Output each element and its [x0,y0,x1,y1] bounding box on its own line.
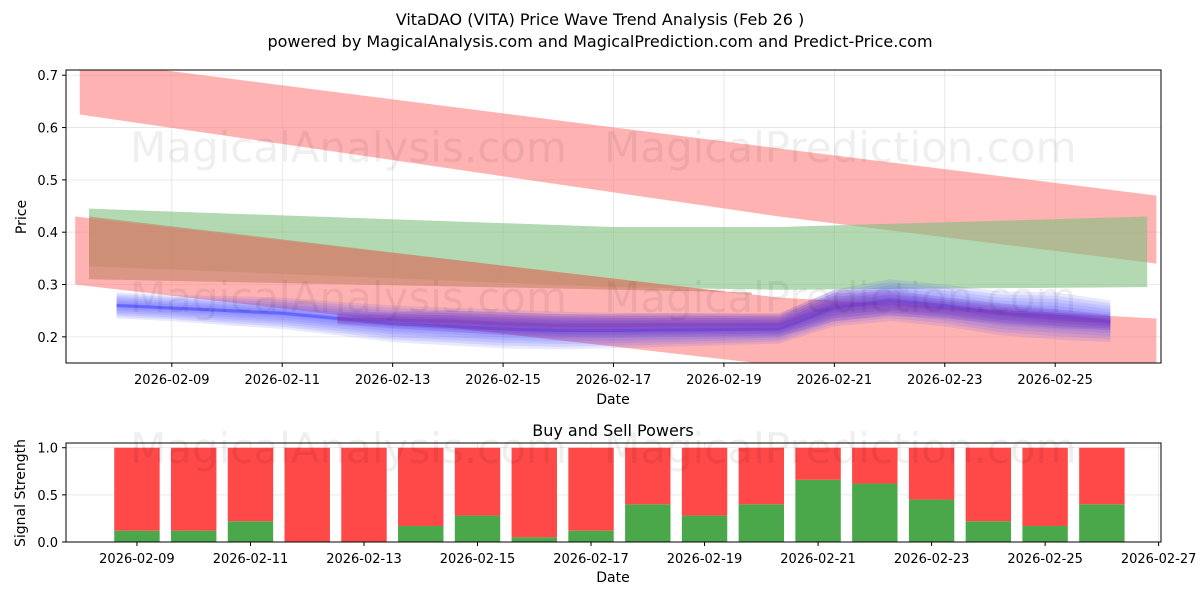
upper-red-band [79,70,1157,264]
signal-x-tick-label: 2026-02-25 [1007,552,1083,567]
watermark-prediction-mid: MagicalPrediction.com [604,273,1077,322]
sell-bar [852,447,898,484]
price-x-tick-label: 2026-02-09 [134,373,210,388]
sell-bar [398,447,444,526]
watermark-analysis-mid: MagicalAnalysis.com [130,273,567,322]
chart-title-line1: VitaDAO (VITA) Price Wave Trend Analysis… [396,10,805,29]
signal-x-tick-label: 2026-02-27 [1121,552,1197,567]
buy-bar [681,515,728,542]
price-x-tick-label: 2026-02-21 [797,373,873,388]
buy-bar [568,530,614,542]
sell-bar [568,447,614,531]
signal-x-tick-label: 2026-02-15 [440,552,516,567]
sell-bar [1079,447,1125,505]
sell-bar [341,447,387,542]
buy-bar [511,537,557,542]
sell-bar [227,447,274,522]
sell-bar [454,447,501,516]
blue-wave-center-layer [116,285,1111,345]
sell-bar [114,447,160,531]
sell-bar [625,447,671,505]
buy-bar [908,499,955,542]
price-x-tick-label: 2026-02-23 [907,373,983,388]
buy-bar [852,483,898,542]
watermark-analysis-top: MagicalAnalysis.com [130,123,567,172]
blue-wave-center-layer [116,297,1111,334]
price-y-tick-label: 0.6 [37,122,58,137]
signal-x-tick-label: 2026-02-13 [326,552,402,567]
blue-wave-center-layer [116,288,1111,342]
buy-bar [965,521,1012,542]
brown-overlap-band [89,216,752,295]
buy-bar [454,515,501,542]
price-x-tick-label: 2026-02-11 [244,373,320,388]
price-y-tick-label: 0.5 [37,174,58,189]
blue-wave-center-layer [116,282,1111,347]
signal-x-tick-label: 2026-02-09 [99,552,175,567]
price-y-axis-label: Price [14,200,30,234]
watermark-analysis-bottom: MagicalAnalysis.com [130,424,567,473]
watermark-prediction-top: MagicalPrediction.com [604,123,1077,172]
signal-x-axis-label: Date [596,570,629,586]
blue-wave-center-layer [116,279,1111,350]
signal-plot-frame [65,442,1162,543]
signal-y-axis-label: Signal Strength [13,439,29,547]
signal-x-tick-label: 2026-02-21 [780,552,856,567]
price-x-tick-label: 2026-02-15 [465,373,541,388]
sell-bar [908,447,955,500]
sell-bar [965,447,1012,522]
signal-x-tick-label: 2026-02-17 [553,552,629,567]
price-x-tick-label: 2026-02-13 [355,373,431,388]
buy-bar [227,521,274,542]
buy-bar [398,525,444,542]
sell-bar [284,447,330,542]
sell-bar [681,447,728,516]
signal-x-tick-label: 2026-02-23 [894,552,970,567]
watermark-prediction-bottom: MagicalPrediction.com [604,424,1077,473]
signal-panel: Buy and Sell Powers MagicalAnalysis.com … [13,421,1196,586]
sell-bar [511,447,557,538]
sell-bar [738,447,785,505]
signal-y-tick-label: 0.5 [37,489,58,504]
purple-wave-center-line [337,301,1111,327]
buy-bar [1079,504,1125,542]
price-x-tick-label: 2026-02-25 [1017,373,1093,388]
price-y-tick-label: 0.4 [37,226,58,241]
blue-wave-center-line [116,298,1111,333]
chart-title-line2: powered by MagicalAnalysis.com and Magic… [267,32,932,51]
signal-panel-title: Buy and Sell Powers [532,421,694,440]
price-y-tick-label: 0.7 [37,69,58,84]
buy-bar [1022,525,1068,542]
signal-y-tick-label: 0.0 [37,536,58,551]
price-x-tick-label: 2026-02-19 [686,373,762,388]
buy-bar [625,504,671,542]
signal-y-tick-label: 1.0 [37,442,58,457]
buy-bar [795,479,841,542]
signal-x-tick-label: 2026-02-19 [667,552,743,567]
price-panel: MagicalAnalysis.com MagicalPrediction.co… [14,69,1162,408]
price-y-tick-label: 0.2 [37,331,58,346]
price-x-tick-label: 2026-02-17 [576,373,652,388]
sell-bar [1022,447,1068,526]
signal-x-tick-label: 2026-02-11 [213,552,289,567]
sell-bar [795,447,841,480]
purple-wave-center-layer [337,300,1111,328]
price-x-axis-label: Date [596,392,629,408]
buy-bar [738,504,785,542]
sell-bar [171,447,217,531]
buy-bar [171,530,217,542]
buy-bar [114,530,160,542]
price-y-tick-label: 0.3 [37,279,58,294]
